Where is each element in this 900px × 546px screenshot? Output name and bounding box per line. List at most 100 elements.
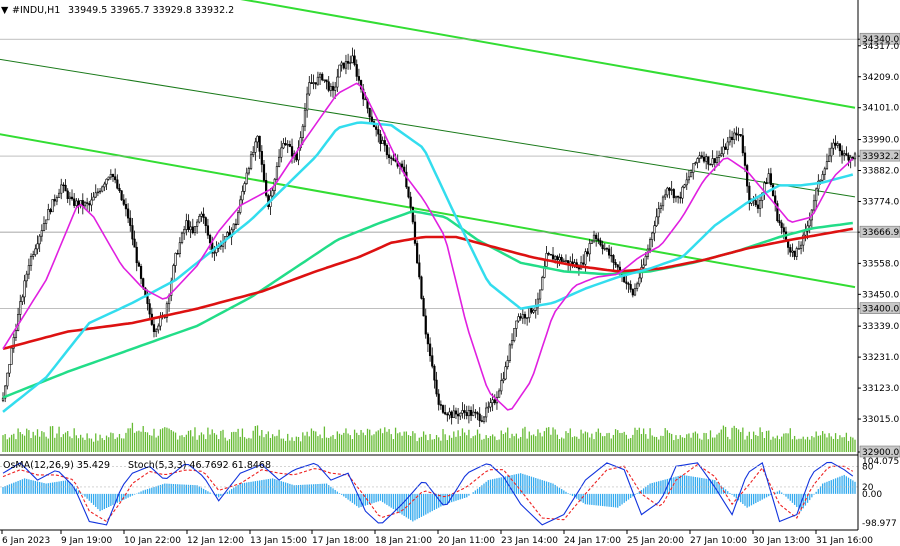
candle-body (737, 133, 740, 136)
candle-body (774, 195, 777, 204)
price-label: 33123.0 (862, 384, 899, 394)
candle-body (390, 157, 393, 159)
candle-body (687, 176, 691, 181)
candle-body (178, 242, 181, 254)
candle-body (694, 162, 697, 164)
candle-body (612, 255, 615, 263)
price-tag (859, 32, 900, 45)
candle-body (416, 243, 419, 264)
candle-body (325, 79, 328, 83)
candle-body (422, 298, 425, 317)
candle-body (838, 143, 842, 152)
candle-body (370, 116, 373, 122)
candle-body (1, 397, 5, 401)
candle-body (249, 154, 253, 169)
candle-body (821, 174, 824, 181)
candle-body (681, 186, 684, 199)
time-label: 18 Jan 21:00 (375, 536, 432, 546)
candle-body (165, 303, 169, 318)
candle-body (431, 355, 434, 367)
price-label: 34101.0 (862, 104, 899, 114)
candle-body (10, 347, 13, 365)
candle-body (409, 196, 412, 208)
candle-body (312, 82, 315, 84)
header-arrow-icon[interactable]: ▼ (1, 5, 9, 16)
candle-body (586, 251, 589, 255)
candle-body (57, 192, 61, 198)
candle-body (111, 174, 115, 178)
price-tag (859, 445, 900, 458)
candle-body (241, 191, 244, 201)
candle-body (739, 133, 742, 136)
candle-body (131, 225, 134, 240)
candle-body (627, 283, 630, 285)
candle-body (139, 265, 143, 279)
candle-body (780, 222, 783, 228)
candle-body (696, 158, 699, 164)
candle-body (364, 98, 367, 101)
candle-body (735, 132, 738, 136)
candle-body (823, 168, 826, 175)
candle-body (666, 187, 669, 196)
candle-body (685, 179, 688, 186)
candle-body (698, 155, 701, 159)
candle-body (357, 76, 360, 81)
candle-body (426, 333, 430, 345)
candle-body (560, 257, 563, 262)
stoch-main-line (2, 461, 854, 526)
candle-body (789, 247, 792, 253)
price-label: 33339.0 (862, 322, 899, 332)
candle-body (433, 365, 436, 381)
time-label: 17 Jan 18:00 (312, 536, 369, 546)
candle-body (4, 385, 7, 399)
candle-body (664, 194, 667, 198)
time-label: 12 Jan 12:00 (187, 536, 244, 546)
candle-body (103, 183, 106, 188)
price-label: 33882.0 (862, 166, 899, 176)
candle-body (674, 195, 678, 199)
candle-body (510, 340, 514, 346)
candle-body (758, 200, 762, 209)
price-label: 32900.0 (862, 448, 899, 458)
candle-body (616, 264, 619, 268)
candle-body (500, 380, 503, 392)
ema-cyan-line (2, 121, 854, 413)
candle-body (271, 190, 274, 197)
candle-body (407, 186, 410, 198)
candle-body (590, 240, 593, 244)
candle-body (208, 234, 212, 244)
candle-body (459, 412, 462, 417)
candle-body (547, 252, 550, 255)
candle-body (316, 76, 320, 85)
candle-body (577, 267, 581, 270)
candle-body (828, 155, 831, 162)
candle-body (232, 223, 235, 231)
candle-body (825, 161, 829, 170)
candle-body (601, 244, 604, 249)
candle-body (25, 273, 28, 282)
candle-body (86, 202, 89, 204)
candle-body (329, 86, 332, 91)
candle-body (480, 420, 483, 422)
candle-body (290, 146, 294, 157)
candle-body (709, 163, 712, 166)
oscillator-panel (0, 454, 900, 526)
candle-body (133, 238, 136, 248)
candle-body (487, 406, 490, 409)
candle-body (793, 250, 796, 257)
candle-body (53, 199, 56, 202)
candle-body (405, 171, 408, 188)
candle-body (836, 143, 839, 146)
candle-body (834, 142, 837, 146)
candle-body (418, 262, 421, 278)
candle-body (392, 158, 395, 161)
candle-body (754, 200, 757, 206)
candle-body (424, 315, 427, 335)
price-label: 33932.2 (862, 152, 899, 162)
candle-body (280, 147, 283, 158)
candle-body (306, 93, 309, 111)
candle-body (463, 410, 466, 413)
candle-body (769, 173, 772, 186)
candle-body (689, 172, 693, 178)
